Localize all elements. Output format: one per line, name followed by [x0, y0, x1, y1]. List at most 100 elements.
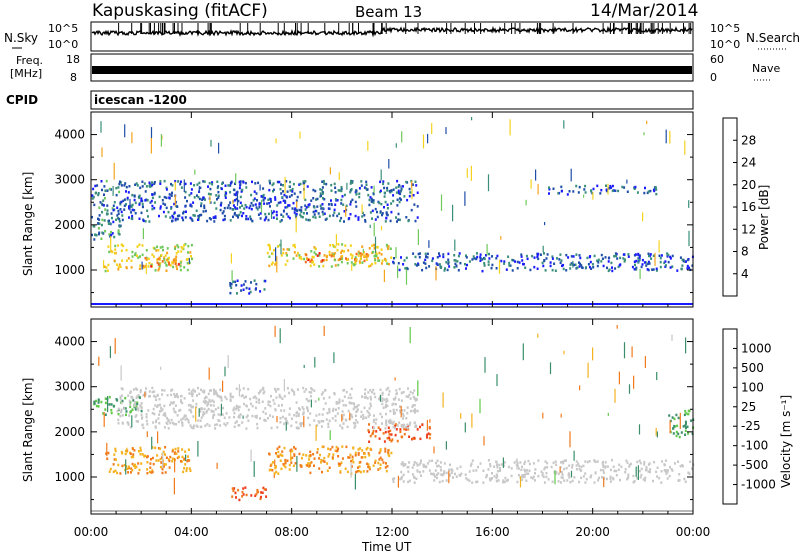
velocity-range-gate: [172, 401, 175, 404]
power-range-gate: [224, 196, 227, 199]
velocity-range-gate: [388, 454, 391, 458]
power-range-gate: [664, 265, 667, 268]
power-range-gate: [479, 259, 482, 262]
power-scatter-streak: [101, 147, 103, 157]
velocity-range-gate: [153, 412, 156, 416]
power-range-gate: [106, 189, 109, 192]
power-range-gate: [338, 212, 340, 215]
velocity-range-gate: [283, 409, 286, 412]
power-scale-tick-label: 20: [741, 178, 756, 192]
velocity-range-gate: [354, 424, 357, 428]
velocity-range-gate: [400, 470, 403, 474]
velocity-range-gate: [353, 403, 356, 406]
velocity-range-gate: [159, 465, 162, 469]
power-range-gate: [300, 215, 303, 218]
power-range-gate: [340, 202, 343, 205]
power-range-gate: [258, 206, 261, 209]
power-range-gate: [125, 248, 128, 252]
power-range-gate: [171, 219, 173, 223]
velocity-range-gate: [337, 455, 340, 458]
velocity-range-gate: [174, 411, 177, 414]
power-range-gate: [365, 252, 368, 256]
power-range-gate: [372, 192, 375, 195]
power-range-gate: [453, 254, 456, 257]
velocity-range-gate: [469, 464, 472, 467]
velocity-range-gate: [125, 413, 127, 417]
velocity-range-gate: [419, 470, 421, 474]
power-range-gate: [149, 184, 152, 187]
velocity-range-gate: [676, 424, 679, 428]
power-range-gate: [508, 261, 511, 265]
power-range-gate: [134, 212, 137, 215]
power-range-gate: [257, 213, 260, 216]
power-range-gate: [266, 202, 269, 205]
power-range-gate: [142, 266, 145, 269]
velocity-range-gate: [104, 408, 107, 411]
velocity-range-gate: [112, 405, 115, 408]
velocity-range-gate: [153, 390, 156, 393]
power-range-gate: [671, 254, 674, 258]
power-range-gate: [456, 260, 459, 263]
velocity-range-gate: [347, 409, 350, 413]
power-range-gate: [611, 184, 614, 188]
power-range-gate: [334, 264, 337, 267]
power-range-gate: [395, 216, 397, 219]
power-range-gate: [634, 253, 637, 256]
velocity-range-gate: [173, 452, 176, 455]
velocity-range-gate: [238, 498, 241, 502]
power-range-gate: [298, 254, 301, 257]
velocity-range-gate: [95, 399, 98, 403]
velocity-range-gate: [487, 459, 490, 462]
velocity-range-gate: [372, 388, 375, 392]
velocity-scatter-streak: [315, 424, 317, 441]
power-range-gate: [234, 199, 237, 202]
power-range-gate: [108, 250, 111, 254]
velocity-range-gate: [408, 393, 411, 397]
velocity-scatter-streak: [638, 424, 641, 435]
velocity-scatter-streak: [98, 356, 100, 366]
velocity-scatter-streak: [224, 366, 226, 377]
power-range-gate: [542, 264, 545, 268]
power-range-gate: [655, 192, 658, 196]
power-range-gate: [105, 266, 108, 269]
velocity-range-gate: [362, 417, 365, 420]
velocity-range-gate: [258, 398, 260, 401]
power-range-gate: [276, 204, 279, 207]
power-range-gate: [118, 233, 121, 236]
velocity-range-gate: [117, 422, 120, 425]
power-range-gate: [222, 218, 225, 222]
velocity-range-gate: [402, 463, 405, 466]
velocity-range-gate: [245, 395, 247, 398]
velocity-range-gate: [411, 437, 414, 440]
velocity-range-gate: [267, 403, 270, 406]
power-range-gate: [314, 247, 317, 251]
velocity-range-gate: [307, 416, 310, 420]
velocity-range-gate: [381, 391, 384, 395]
power-range-gate: [239, 180, 242, 183]
velocity-range-gate: [217, 413, 220, 416]
power-range-gate: [667, 260, 670, 264]
velocity-range-gate: [649, 468, 652, 471]
velocity-scatter-streak: [479, 398, 481, 414]
velocity-range-gate: [683, 477, 686, 481]
velocity-range-gate: [368, 467, 371, 471]
velocity-range-gate: [374, 422, 377, 425]
velocity-scatter-streak: [579, 385, 581, 391]
velocity-range-gate: [503, 461, 506, 464]
power-range-gate: [274, 196, 277, 199]
power-range-gate: [165, 196, 168, 200]
velocity-range-gate: [398, 387, 401, 391]
power-range-gate: [596, 184, 599, 188]
power-range-gate: [102, 204, 105, 207]
velocity-range-gate: [237, 415, 240, 419]
velocity-range-gate: [407, 470, 410, 473]
power-scatter-streak: [509, 119, 511, 136]
velocity-scatter-streak: [554, 470, 556, 485]
velocity-range-gate: [682, 425, 685, 428]
power-range-gate: [397, 212, 400, 216]
power-range-gate: [569, 263, 572, 266]
velocity-range-gate: [161, 408, 164, 411]
velocity-range-gate: [269, 468, 272, 471]
velocity-range-gate: [510, 467, 513, 470]
